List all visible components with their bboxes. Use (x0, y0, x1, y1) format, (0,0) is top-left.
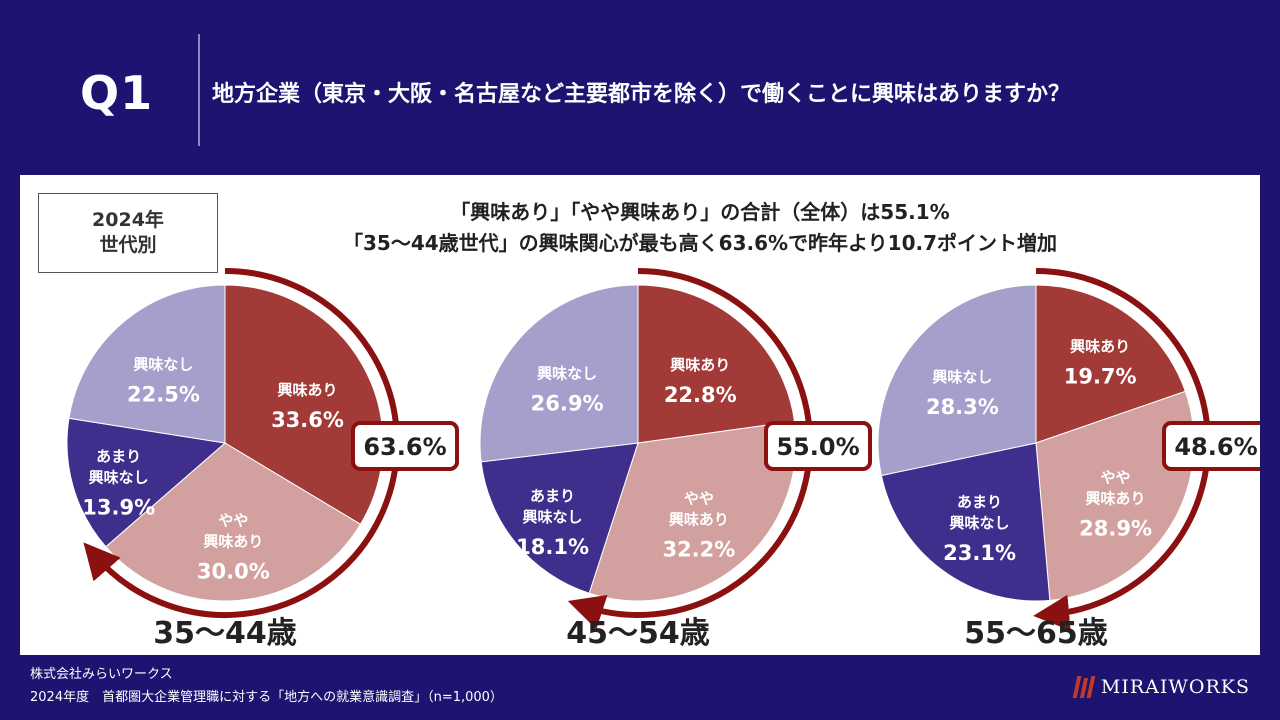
pie-slice (479, 284, 639, 463)
pie-slice (105, 442, 362, 602)
question-number: Q1 (80, 66, 154, 120)
pie-slice (66, 417, 227, 548)
slice-label: 興味あり (669, 511, 729, 529)
pie-slice (224, 284, 384, 525)
slice-label: 興味なし (523, 508, 583, 526)
slice-value: 18.1% (516, 535, 589, 559)
age-group-title: 55～65歳 (964, 616, 1108, 651)
pie-chart-2: 興味あり22.8%やや興味あり32.2%あまり興味なし18.1%興味なし26.9… (479, 268, 872, 651)
pie-slice (68, 284, 226, 444)
slice-label: 興味なし (950, 514, 1010, 532)
age-group-title: 35～44歳 (153, 616, 297, 651)
slice-label: 興味なし (133, 355, 193, 373)
slice-label: 興味なし (932, 368, 992, 386)
slice-value: 28.3% (926, 395, 999, 419)
year-box-year: 2024年 (92, 209, 164, 232)
slice-label: 興味なし (537, 365, 597, 383)
slice-label: やや (218, 511, 248, 529)
slice-value: 32.2% (662, 538, 735, 562)
slice-label: 興味あり (1086, 490, 1146, 508)
slice-label: あまり (96, 448, 141, 466)
question-text: 地方企業（東京・大阪・名古屋など主要都市を除く）で働くことに興味はありますか？ (212, 82, 1071, 107)
slice-label: 興味なし (89, 469, 149, 487)
pie-slice (880, 442, 1051, 602)
total-box (1162, 421, 1260, 471)
headline-line-1: 「興味あり」「やや興味あり」の合計（全体）は55.1% (450, 200, 950, 224)
company-logo: MIRAIWORKS (1072, 676, 1250, 698)
pie-slice (480, 442, 639, 594)
slice-value: 22.8% (664, 383, 737, 407)
slice-value: 33.6% (271, 408, 344, 432)
headline-line-2: 「35～44歳世代」の興味関心が最も高く63.6%で昨年より10.7ポイント増加 (343, 231, 1057, 255)
footer-survey: 2024年度 首都圏大企業管理職に対する「地方への就業意識調査」（n=1,000… (30, 690, 503, 705)
slice-value: 19.7% (1064, 364, 1137, 388)
total-value: 48.6% (1174, 433, 1257, 461)
total-value: 55.0% (776, 433, 859, 461)
slice-value: 13.9% (82, 496, 155, 520)
total-box (351, 421, 459, 471)
total-box (764, 421, 872, 471)
pie-charts: 興味あり33.6%やや興味あり30.0%あまり興味なし13.9%興味なし22.5… (66, 268, 1260, 651)
header-divider (198, 34, 200, 146)
slice-value: 23.1% (943, 541, 1016, 565)
slice-label: あまり (530, 487, 575, 505)
logo-mark-icon (1072, 676, 1096, 698)
pie-chart-3: 興味あり19.7%やや興味あり28.9%あまり興味なし23.1%興味なし28.3… (877, 268, 1260, 651)
slice-label: 興味あり (277, 381, 337, 399)
year-box-subtitle: 世代別 (99, 234, 157, 256)
pie-slice (1035, 284, 1186, 444)
slice-value: 26.9% (531, 392, 604, 416)
slice-label: やや (1101, 469, 1131, 487)
total-value: 63.6% (363, 433, 446, 461)
slice-label: やや (684, 490, 714, 508)
slice-value: 22.5% (127, 382, 200, 406)
slice-value: 28.9% (1079, 517, 1152, 541)
pie-slice (637, 284, 796, 444)
pie-slice (877, 284, 1037, 477)
slice-label: 興味あり (203, 532, 263, 550)
slice-label: 興味あり (670, 356, 730, 374)
slice-label: 興味あり (1070, 337, 1130, 355)
slice-value: 30.0% (197, 559, 270, 583)
footer-company: 株式会社みらいワークス (30, 667, 173, 682)
logo-text: MIRAIWORKS (1100, 676, 1250, 698)
age-group-title: 45～54歳 (566, 616, 710, 651)
headline: 「興味あり」「やや興味あり」の合計（全体）は55.1% 「35～44歳世代」の興… (250, 197, 1150, 259)
pie-chart-1: 興味あり33.6%やや興味あり30.0%あまり興味なし13.9%興味なし22.5… (66, 268, 459, 651)
slice-label: あまり (957, 493, 1002, 511)
total-arrow (83, 268, 400, 618)
year-box: 2024年 世代別 (38, 193, 218, 273)
chart-panel: 2024年 世代別 「興味あり」「やや興味あり」の合計（全体）は55.1% 「3… (20, 175, 1260, 655)
